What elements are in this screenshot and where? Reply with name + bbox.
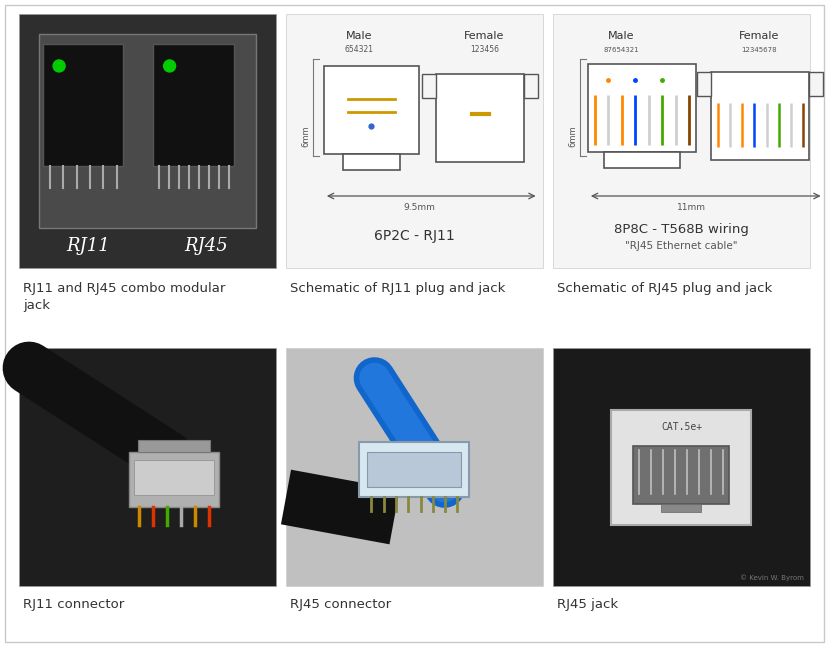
Text: 12345678: 12345678 bbox=[741, 47, 777, 53]
Circle shape bbox=[53, 60, 65, 72]
Bar bbox=[587, 64, 696, 152]
Bar bbox=[367, 452, 461, 487]
Bar bbox=[43, 44, 123, 166]
Text: 654321: 654321 bbox=[344, 45, 373, 54]
Text: RJ11: RJ11 bbox=[66, 237, 110, 255]
Bar bbox=[134, 460, 214, 495]
Bar bbox=[696, 72, 710, 96]
Text: Male: Male bbox=[346, 31, 373, 41]
Bar bbox=[39, 34, 256, 228]
Text: Female: Female bbox=[464, 31, 504, 41]
Text: RJ11 connector: RJ11 connector bbox=[23, 598, 124, 611]
Bar bbox=[604, 152, 679, 168]
Circle shape bbox=[163, 60, 176, 72]
Bar bbox=[286, 348, 542, 586]
Bar bbox=[19, 14, 276, 268]
Bar bbox=[524, 74, 538, 98]
Text: 123456: 123456 bbox=[469, 45, 498, 54]
Text: Schematic of RJ11 plug and jack: Schematic of RJ11 plug and jack bbox=[290, 282, 505, 295]
Bar bbox=[129, 452, 219, 507]
Text: RJ11 and RJ45 combo modular
jack: RJ11 and RJ45 combo modular jack bbox=[23, 282, 225, 312]
Bar bbox=[633, 446, 729, 504]
Bar bbox=[552, 348, 809, 586]
Bar bbox=[286, 14, 542, 268]
Bar bbox=[324, 66, 418, 154]
Bar bbox=[422, 74, 436, 98]
Bar bbox=[153, 44, 233, 166]
Bar bbox=[611, 410, 751, 525]
Text: "RJ45 Ethernet cable": "RJ45 Ethernet cable" bbox=[624, 241, 737, 251]
Bar bbox=[552, 14, 809, 268]
Text: CAT.5e+: CAT.5e+ bbox=[660, 422, 701, 432]
Text: 9.5mm: 9.5mm bbox=[403, 204, 435, 212]
Text: Schematic of RJ45 plug and jack: Schematic of RJ45 plug and jack bbox=[556, 282, 772, 295]
Bar bbox=[138, 440, 210, 452]
Text: Female: Female bbox=[739, 31, 779, 41]
Text: Male: Male bbox=[608, 31, 634, 41]
Bar bbox=[710, 72, 808, 160]
Bar bbox=[343, 154, 400, 170]
Text: 6mm: 6mm bbox=[568, 125, 577, 147]
Bar bbox=[661, 504, 700, 512]
Bar bbox=[359, 442, 469, 497]
Text: © Kevin W. Byrom: © Kevin W. Byrom bbox=[739, 575, 803, 582]
Text: RJ45 jack: RJ45 jack bbox=[556, 598, 618, 611]
Text: RJ45: RJ45 bbox=[185, 237, 229, 255]
Bar bbox=[436, 74, 524, 162]
Text: RJ45 connector: RJ45 connector bbox=[290, 598, 391, 611]
Text: 6P2C - RJ11: 6P2C - RJ11 bbox=[373, 229, 455, 243]
Text: 6mm: 6mm bbox=[301, 125, 310, 147]
Text: 87654321: 87654321 bbox=[603, 47, 638, 53]
Text: 8P8C - T568B wiring: 8P8C - T568B wiring bbox=[614, 223, 748, 237]
Bar bbox=[808, 72, 822, 96]
Text: 11mm: 11mm bbox=[676, 204, 705, 212]
Bar bbox=[19, 348, 276, 586]
